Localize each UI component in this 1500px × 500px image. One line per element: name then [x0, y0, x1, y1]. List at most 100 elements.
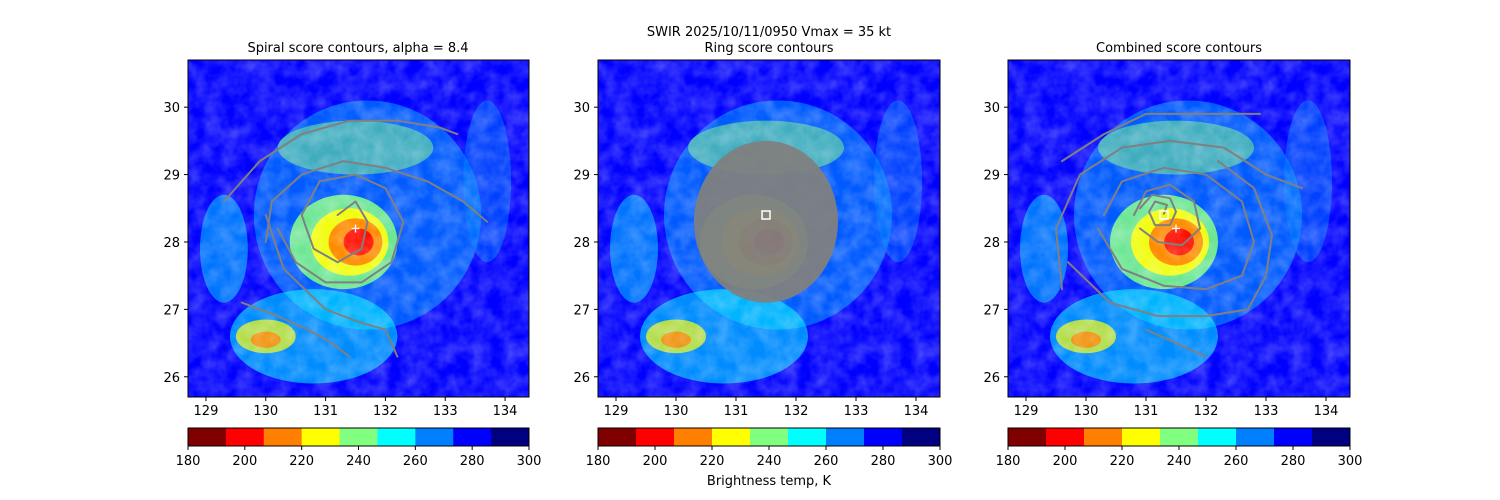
y-tick-label: 28 [573, 236, 590, 251]
colorbar: 180 200 220 240 260 280 300 [586, 427, 953, 469]
colorbar-swatch [750, 428, 789, 446]
contour-line [240, 301, 351, 358]
colorbar-tick-label: 260 [1224, 454, 1249, 469]
contour-line [276, 173, 405, 284]
center-markers [1159, 210, 1180, 233]
colorbar-swatch [453, 428, 492, 446]
colorbar-swatch [415, 428, 454, 446]
x-tick-label: 134 [1314, 404, 1339, 419]
center-plus-marker [351, 224, 360, 233]
colorbar-tick-label: 300 [1338, 454, 1363, 469]
plot-area [1007, 59, 1351, 398]
contour-line [264, 214, 399, 358]
colorbar: 180 200 220 240 260 280 300 [996, 427, 1363, 469]
score-contours [694, 140, 838, 303]
score-contours [222, 119, 489, 358]
center-markers [351, 224, 360, 233]
colorbar-swatch [598, 428, 637, 446]
x-tick-label: 131 [313, 404, 338, 419]
y-tick-label: 29 [983, 169, 1000, 184]
x-tick-label: 129 [1014, 404, 1039, 419]
y-tick-label: 30 [983, 101, 1000, 116]
colorbar-swatch [1160, 428, 1199, 446]
colorbar-swatch [1008, 428, 1047, 446]
x-tick-label: 133 [433, 404, 458, 419]
x-tick-label: 133 [844, 404, 869, 419]
contour-line [1067, 160, 1273, 318]
center-plus-marker [1172, 224, 1180, 233]
colorbar-swatch [1198, 428, 1237, 446]
colorbar-tick-label: 240 [346, 454, 371, 469]
figure-suptitle: SWIR 2025/10/11/0950 Vmax = 35 kt [647, 25, 891, 40]
colorbar-swatch [1046, 428, 1085, 446]
colorbar-swatch [1084, 428, 1123, 446]
panel-title: Ring score contours [704, 41, 833, 56]
x-tick-label: 130 [253, 404, 278, 419]
colorbar-tick-label: 180 [176, 454, 201, 469]
plot-frame [597, 59, 941, 398]
colorbar-swatch [225, 428, 265, 446]
axes: 129 130 131 132 133 134 26 27 28 29 30 [983, 101, 1338, 419]
x-tick-label: 130 [664, 404, 689, 419]
score-contours [1055, 112, 1303, 358]
colorbar-label: Brightness temp, K [707, 474, 832, 489]
colorbar-tick-label: 180 [586, 454, 611, 469]
y-tick-label: 26 [573, 371, 590, 386]
colorbar-swatch [1312, 428, 1351, 446]
colorbar-swatch [674, 428, 713, 446]
colorbar-swatch [1274, 428, 1313, 446]
plot-area [597, 59, 941, 398]
colorbar: 180 200 220 240 260 280 300 [176, 427, 541, 469]
x-tick-label: 134 [904, 404, 929, 419]
x-tick-label: 131 [1134, 404, 1159, 419]
contour-line [1097, 166, 1255, 291]
y-tick-label: 28 [983, 236, 1000, 251]
colorbar-swatch [826, 428, 865, 446]
colorbar-tick-label: 280 [1281, 454, 1306, 469]
colorbar-tick-label: 240 [757, 454, 782, 469]
y-tick-label: 30 [163, 101, 180, 116]
colorbar-tick-label: 260 [403, 454, 428, 469]
y-tick-label: 30 [573, 101, 590, 116]
plot-area [187, 59, 530, 398]
x-tick-label: 133 [1254, 404, 1279, 419]
panel-ring: Ring score contours 129 130 131 132 133 134 26… [573, 41, 952, 489]
plot-frame [1007, 59, 1351, 398]
ring-score-contour-fill [694, 140, 838, 303]
colorbar-swatch [188, 428, 227, 446]
x-tick-label: 131 [724, 404, 749, 419]
x-tick-label: 129 [194, 404, 219, 419]
center-square-marker [1159, 210, 1169, 220]
contour-line [222, 119, 459, 203]
colorbar-tick-label: 200 [1053, 454, 1078, 469]
center-markers [761, 210, 771, 220]
colorbar-tick-label: 220 [1110, 454, 1135, 469]
colorbar-swatch [339, 428, 378, 446]
panel-title: Spiral score contours, alpha = 8.4 [247, 41, 468, 56]
colorbar-tick-label: 280 [460, 454, 485, 469]
colorbar-swatch [902, 428, 941, 446]
colorbar-swatch [636, 428, 675, 446]
plot-frame [187, 59, 530, 398]
panel-combined: Combined score contours 129 130 131 132 133 1… [983, 41, 1362, 469]
colorbar-swatch [864, 428, 903, 446]
axes: 129 130 131 132 133 134 26 27 28 29 30 [163, 101, 517, 419]
y-tick-label: 29 [163, 169, 180, 184]
y-tick-label: 27 [983, 303, 1000, 318]
x-tick-label: 129 [604, 404, 629, 419]
colorbar-tick-label: 200 [643, 454, 668, 469]
colorbar-tick-label: 220 [700, 454, 725, 469]
colorbar-tick-label: 300 [928, 454, 953, 469]
y-tick-label: 27 [573, 303, 590, 318]
colorbar-tick-label: 220 [289, 454, 314, 469]
panel-title: Combined score contours [1096, 41, 1262, 56]
contour-line [1145, 328, 1207, 358]
contour-line [1061, 112, 1261, 163]
colorbar-tick-label: 260 [814, 454, 839, 469]
brightness-temperature-field [1008, 60, 1350, 397]
y-tick-label: 29 [573, 169, 590, 184]
axes: 129 130 131 132 133 134 26 27 28 29 30 [573, 101, 928, 419]
colorbar-tick-label: 200 [232, 454, 257, 469]
colorbar-tick-label: 280 [871, 454, 896, 469]
